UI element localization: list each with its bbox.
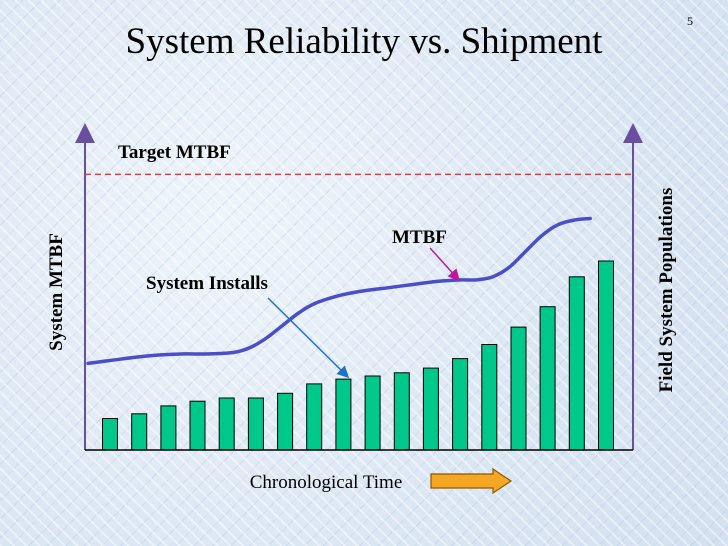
target-mtbf-label: Target MTBF [118,142,231,163]
installs-bar-16 [539,306,556,451]
installs-bar-5 [218,397,235,451]
installs-bar-7 [277,392,294,451]
installs-bar-2 [131,413,148,451]
installs-bar-9 [335,378,352,451]
mtbf-label: MTBF [392,227,447,248]
installs-bar-18 [598,260,614,451]
installs-bar-11 [393,372,410,451]
y-axis-label: System MTBF [46,233,67,351]
installs-bar-4 [189,400,206,451]
y2-axis-label: Field System Populations [656,188,677,393]
installs-bar-15 [510,326,527,451]
installs-bar-12 [422,367,439,451]
installs-bar-8 [306,383,323,451]
slide-title: System Reliability vs. Shipment [125,21,603,62]
time-arrow-icon [430,467,513,495]
mtbf-pointer-arrow [429,247,461,282]
installs-bar-6 [247,397,264,451]
installs-bar-1 [102,418,118,451]
installs-bar-3 [160,405,177,451]
mtbf-series-line [86,216,592,366]
system-installs-pointer-arrow [267,297,350,379]
slide-number: 5 [687,14,693,28]
system-installs-label: System Installs [146,273,268,294]
installs-bar-17 [568,276,585,451]
installs-bar-14 [481,344,498,451]
x-axis-label: Chronological Time [250,472,403,493]
bars-group [102,260,614,451]
installs-bar-13 [452,358,469,451]
installs-bar-10 [364,375,381,451]
